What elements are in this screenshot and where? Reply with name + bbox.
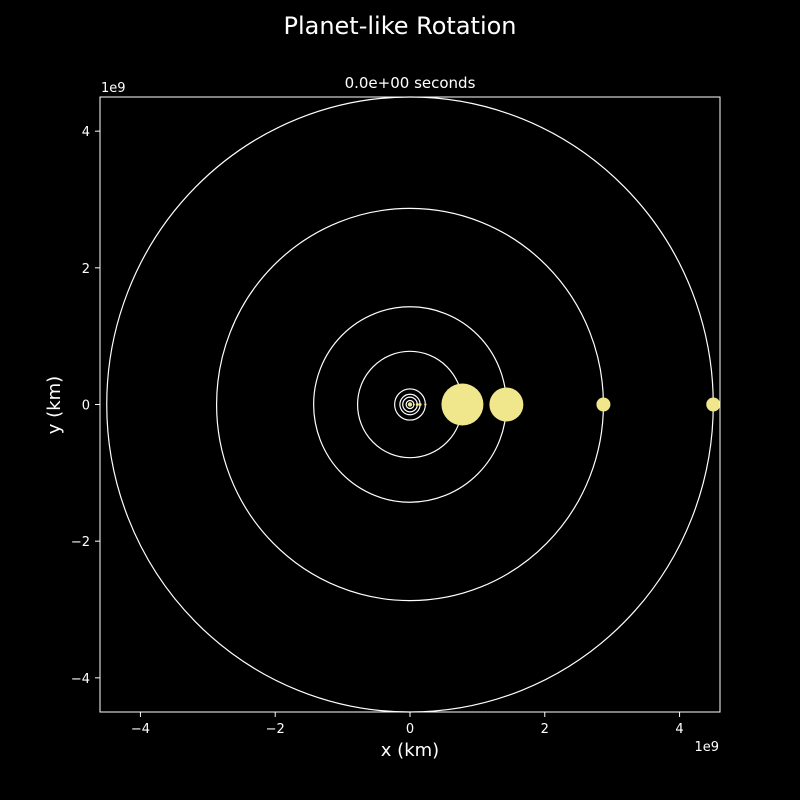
x-axis: −4 −2 0 2 4 xyxy=(131,712,684,737)
x-tick-label: −2 xyxy=(266,722,285,737)
y-axis: −4 −2 0 2 4 xyxy=(71,125,100,687)
planet-marker xyxy=(441,383,484,426)
x-tick-label: 4 xyxy=(675,722,683,737)
y-tick-label: 0 xyxy=(82,399,90,414)
x-offset-label: 1e9 xyxy=(694,740,719,755)
y-tick-label: 4 xyxy=(82,125,90,140)
x-tick-label: −4 xyxy=(131,722,150,737)
chart-subtitle: 0.0e+00 seconds xyxy=(345,74,476,92)
x-tick-label: 2 xyxy=(541,722,549,737)
planet-marker xyxy=(596,397,611,412)
planet-marker xyxy=(415,403,419,406)
y-tick-label: −2 xyxy=(71,535,90,550)
y-tick-label: 2 xyxy=(82,262,90,277)
planet-marker xyxy=(424,403,427,406)
chart-title: Planet-like Rotation xyxy=(283,12,516,40)
planet-marker xyxy=(706,397,721,412)
bodies-layer xyxy=(407,383,721,426)
y-tick-label: −4 xyxy=(71,672,90,687)
central-body xyxy=(407,402,413,407)
y-offset-label: 1e9 xyxy=(101,81,126,96)
y-axis-label: y (km) xyxy=(44,376,65,434)
planet-marker xyxy=(418,403,422,406)
planet-marker xyxy=(489,387,524,422)
x-axis-label: x (km) xyxy=(381,740,439,761)
x-tick-label: 0 xyxy=(406,722,414,737)
planet-marker xyxy=(412,403,415,406)
